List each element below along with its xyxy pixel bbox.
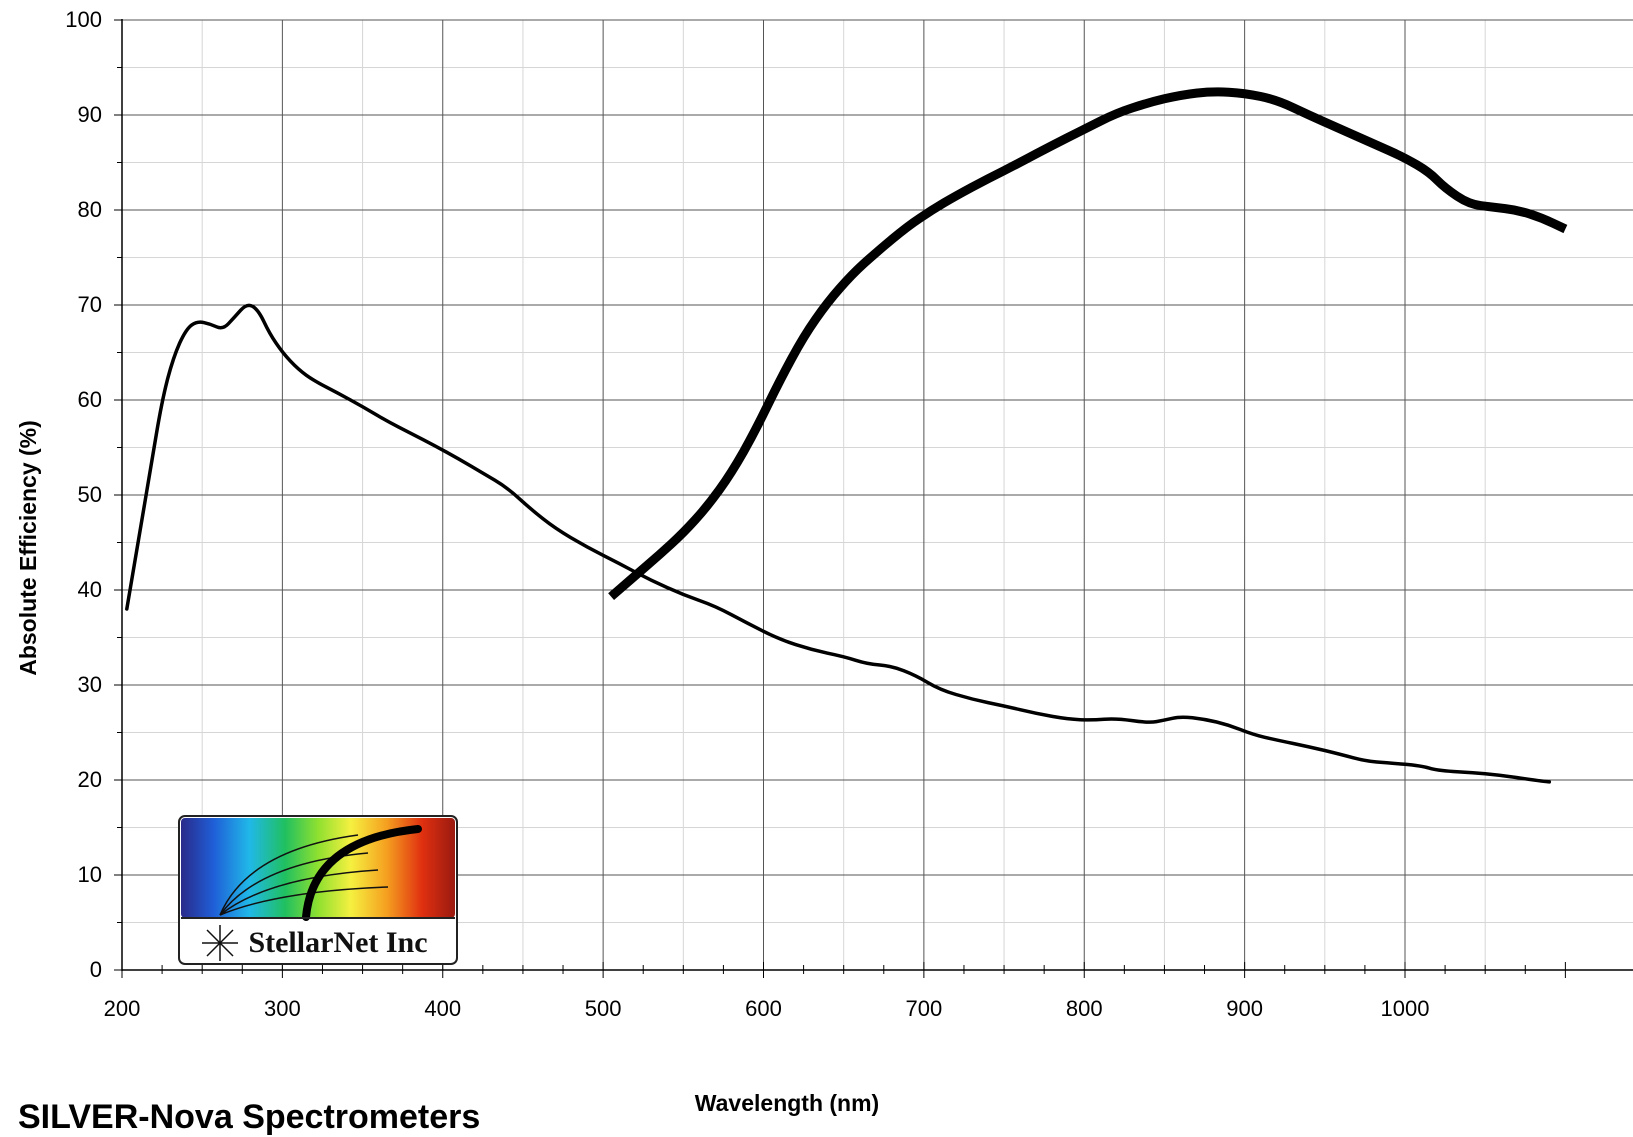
y-tick-label: 90: [78, 102, 102, 127]
x-tick-label: 800: [1066, 996, 1103, 1021]
x-tick-label: 300: [264, 996, 301, 1021]
y-tick-label: 40: [78, 577, 102, 602]
y-tick-label: 30: [78, 672, 102, 697]
chart-grid: [122, 19, 1633, 970]
x-tick-label: 200: [104, 996, 141, 1021]
y-tick-label: 10: [78, 862, 102, 887]
y-tick-label: 100: [65, 7, 102, 32]
x-tick-label: 700: [906, 996, 943, 1021]
x-tick-label: 500: [585, 996, 622, 1021]
series-line-2: [608, 87, 1568, 601]
y-tick-label: 20: [78, 767, 102, 792]
x-tick-label: 600: [745, 996, 782, 1021]
x-tick-label: 400: [424, 996, 461, 1021]
stellarnet-logo: StellarNet Inc: [178, 815, 458, 965]
y-tick-label: 70: [78, 292, 102, 317]
x-tick-label: 900: [1226, 996, 1263, 1021]
x-axis-title: Wavelength (nm): [695, 1090, 879, 1116]
y-tick-label: 80: [78, 197, 102, 222]
chart-ticks: [114, 19, 1566, 978]
y-tick-labels: 0 10 20 30 40 50 60 70 80 90 100: [65, 7, 102, 982]
y-tick-label: 60: [78, 387, 102, 412]
y-tick-label: 50: [78, 482, 102, 507]
logo-text: StellarNet Inc: [248, 926, 427, 959]
star-icon: [202, 925, 238, 961]
y-tick-label: 0: [90, 957, 102, 982]
x-tick-labels: 200 300 400 500 600 700 800 900 1000: [104, 996, 1430, 1021]
footer-title: SILVER-Nova Spectrometers: [18, 1098, 481, 1136]
x-tick-label: 1000: [1381, 996, 1430, 1021]
chart-series: [125, 87, 1568, 784]
y-axis-title: Absolute Efficiency (%): [15, 420, 41, 676]
series-line-1: [125, 303, 1552, 784]
